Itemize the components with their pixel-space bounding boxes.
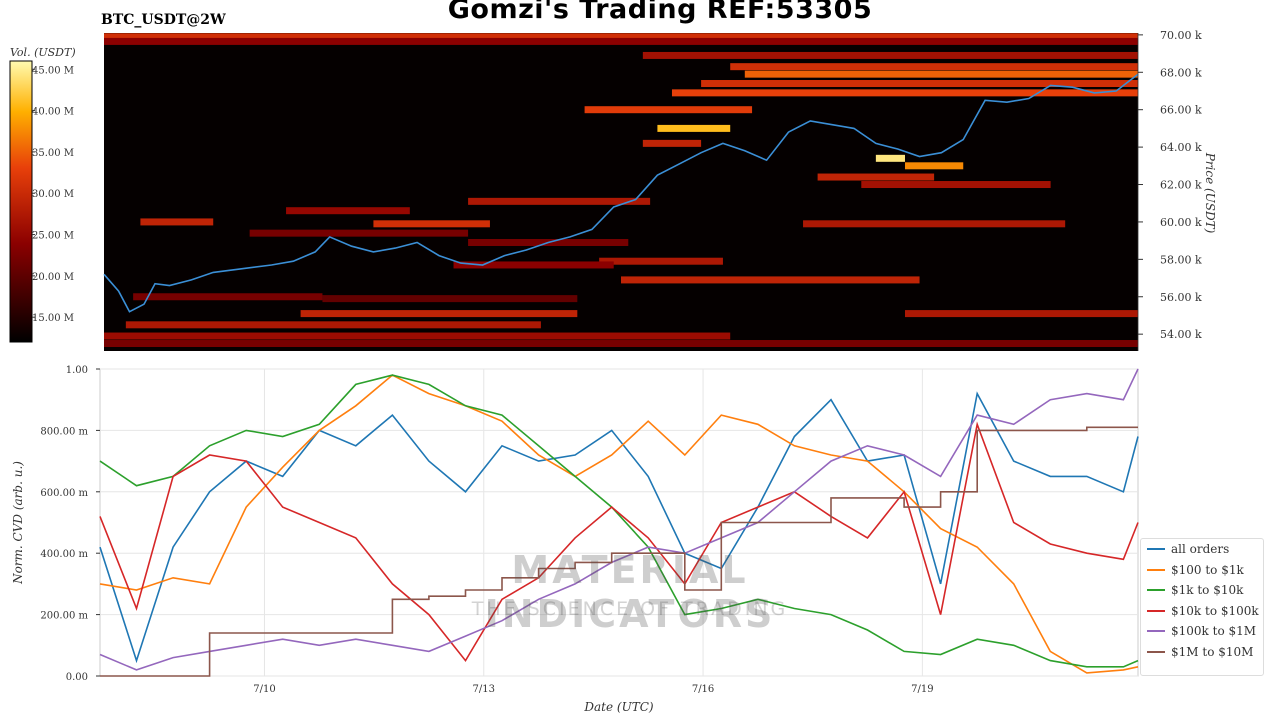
cvd-y-tick-label: 200.00 m: [40, 611, 88, 622]
colorbar-tick-label: 45.00 M: [32, 65, 74, 76]
price-tick-label: 58.00 k: [1160, 253, 1202, 266]
liquidity-band: [373, 220, 490, 228]
symbol-label: BTC_USDT@2W: [101, 12, 226, 28]
price-axis-label: Price (USDT): [1203, 152, 1217, 234]
legend-item: $10k to $100k: [1141, 601, 1263, 622]
liquidity-band: [744, 70, 1138, 78]
liquidity-band: [875, 154, 905, 162]
liquidity-band: [104, 340, 1138, 348]
liquidity-band: [642, 51, 1138, 59]
colorbar-tick-label: 35.00 M: [32, 148, 74, 159]
colorbar-tick-label: 25.00 M: [32, 231, 74, 242]
legend-swatch: [1147, 568, 1165, 571]
cvd-y-tick-label: 400.00 m: [40, 549, 88, 560]
colorbar-tick-label: 20.00 M: [32, 272, 74, 283]
liquidity-band: [104, 37, 1138, 45]
legend-swatch: [1147, 589, 1165, 592]
cvd-series-line: [99, 374, 1139, 674]
colorbar: [9, 60, 33, 343]
price-tick-label: 56.00 k: [1160, 291, 1202, 304]
liquidity-band: [322, 295, 578, 303]
liquidity-band: [817, 173, 935, 181]
cvd-series-line: [99, 368, 1139, 671]
legend-label: $1k to $10k: [1171, 583, 1244, 598]
legend-label: $100 to $1k: [1171, 562, 1244, 577]
liquidity-band: [140, 218, 214, 226]
legend: all orders $100 to $1k $1k to $10k $10k to …: [1140, 538, 1264, 676]
liquidity-band: [730, 63, 1138, 71]
liquidity-band: [584, 106, 753, 114]
cvd-x-tick-label: 7/13: [473, 684, 495, 695]
price-tick-label: 64.00 k: [1160, 141, 1202, 154]
liquidity-band: [133, 293, 323, 301]
price-tick-label: 68.00 k: [1160, 66, 1202, 79]
legend-label: $10k to $100k: [1171, 603, 1259, 618]
price-tick-label: 62.00 k: [1160, 179, 1202, 192]
liquidity-band: [642, 139, 702, 147]
legend-item: all orders: [1141, 539, 1263, 560]
liquidity-band: [621, 276, 920, 284]
price-tick-label: 66.00 k: [1160, 104, 1202, 117]
legend-item: $100 to $1k: [1141, 560, 1263, 581]
cvd-x-tick-label: 7/10: [253, 684, 275, 695]
legend-label: $1M to $10M: [1171, 644, 1254, 659]
watermark-tagline: THE SCIENCE OF TRADING: [471, 598, 789, 620]
legend-item: $100k to $1M: [1141, 621, 1263, 642]
liquidity-band: [657, 124, 731, 132]
liquidity-band: [125, 321, 541, 329]
liquidity-band: [671, 89, 1138, 97]
legend-item: $1k to $10k: [1141, 580, 1263, 601]
legend-label: all orders: [1171, 542, 1230, 557]
cvd-y-tick-label: 600.00 m: [40, 488, 88, 499]
cvd-y-tick-label: 0.00: [66, 672, 88, 683]
liquidity-band: [104, 33, 1138, 41]
legend-swatch: [1147, 650, 1165, 653]
liquidity-band: [300, 310, 578, 318]
cvd-series-line: [99, 374, 1139, 668]
liquidity-band: [453, 261, 614, 269]
cvd-series-line: [99, 421, 1139, 663]
chart-title: Gomzi's Trading REF:53305: [447, 0, 873, 25]
watermark-brand: MATERIAL INDICATORS: [484, 548, 776, 636]
cvd-series-line: [100, 426, 1138, 677]
liquidity-band: [286, 207, 410, 215]
price-tick-label: 70.00 k: [1160, 29, 1202, 42]
legend-swatch: [1147, 630, 1165, 633]
legend-label: $100k to $1M: [1171, 624, 1257, 639]
cvd-x-tick-label: 7/16: [692, 684, 714, 695]
legend-swatch: [1147, 609, 1165, 612]
colorbar-tick-label: 30.00 M: [32, 189, 74, 200]
cvd-y-axis-label: Norm. CVD (arb. u.): [11, 461, 25, 585]
liquidity-band: [599, 257, 723, 265]
liquidity-band: [904, 162, 964, 170]
liquidity-band: [803, 220, 1066, 228]
liquidity-band: [468, 197, 651, 205]
cvd-x-axis-label: Date (UTC): [583, 700, 653, 714]
colorbar-label: Vol. (USDT): [10, 46, 76, 59]
price-tick-label: 60.00 k: [1160, 216, 1202, 229]
liquidity-band: [861, 181, 1051, 189]
cvd-y-tick-label: 1.00: [66, 365, 88, 376]
cvd-plot-area: [99, 368, 1139, 677]
liquidity-band: [249, 229, 469, 237]
liquidity-band: [904, 310, 1138, 318]
price-tick-label: 54.00 k: [1160, 328, 1202, 341]
colorbar-tick-label: 15.00 M: [32, 313, 74, 324]
legend-item: $1M to $10M: [1141, 642, 1263, 663]
liquidity-band: [104, 332, 731, 340]
legend-swatch: [1147, 548, 1165, 551]
colorbar-tick-label: 40.00 M: [32, 107, 74, 118]
cvd-x-tick-label: 7/19: [911, 684, 933, 695]
price-line: [103, 73, 1139, 313]
cvd-y-tick-label: 800.00 m: [40, 426, 88, 437]
liquidity-band: [701, 80, 1138, 88]
